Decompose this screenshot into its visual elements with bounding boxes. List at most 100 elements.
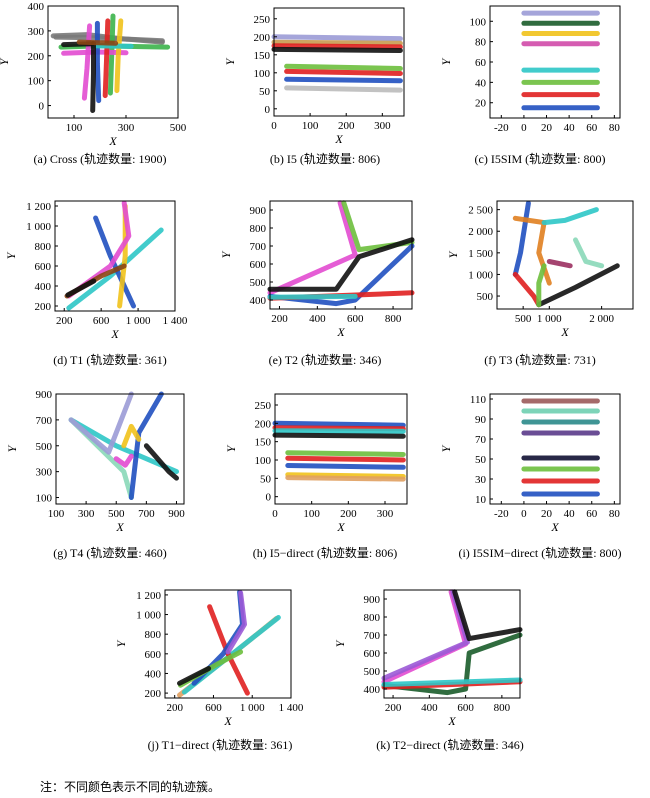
trajectory-k-2-0: [452, 589, 523, 642]
trajectory-a-1-1: [107, 13, 116, 96]
trajectory-b-1-0: [271, 39, 403, 46]
xtick-label-b-0: 0: [271, 120, 277, 132]
trajectory-b-6-0: [284, 76, 403, 84]
chart-k: 200 400 600 800 400 500 600 700 800 900 X Y: [333, 589, 523, 728]
trajectory-g-2-0: [128, 391, 164, 500]
ytick-label-d-3: 800: [35, 241, 52, 253]
ytick-label-f-3: 2 000: [468, 226, 493, 238]
series-d-0: [66, 227, 164, 311]
ytick-label-h-4: 200: [255, 418, 272, 430]
trajectory-a-3-0: [114, 18, 124, 94]
trajectory-a-6-0: [92, 43, 134, 49]
series-b-0: [271, 34, 403, 42]
ytick-label-b-3: 150: [254, 50, 271, 62]
series-b-1: [271, 39, 403, 46]
footnote: 注：不同颜色表示不同的轨迹簇。: [40, 780, 221, 794]
ytick-label-k-1: 500: [364, 666, 381, 678]
chart-h: 0 100 200 300 0 50 100 150 200 250 X Y: [224, 393, 408, 534]
ytick-label-d-0: 200: [35, 301, 52, 313]
trajectory-k-3-0: [381, 632, 523, 696]
panel-g: 100 300 500 700 900 100 300 500 700 900 X Y (g) T4 …: [0, 388, 220, 568]
ytick-label-i-4: 90: [475, 414, 487, 426]
series-j-6: [177, 666, 212, 686]
ytick-label-i-5: 110: [470, 394, 487, 406]
caption-e: (e) T2 (轨迹数量: 346): [268, 353, 382, 367]
ytick-label-f-1: 1 000: [468, 269, 493, 281]
trajectory-f-0-0: [512, 200, 531, 277]
trajectory-k-1-0: [381, 589, 470, 681]
panel-a: 100 300 500 0 100 200 300 400 X Y (a) Cross (轨迹数量…: [0, 0, 200, 175]
trajectory-k-0-0: [381, 589, 469, 685]
trajectory-h-3-0: [272, 432, 406, 439]
series-a-0: [50, 32, 165, 45]
series-b-6: [284, 76, 403, 84]
chart-b: 0 100 200 300 0 50 100 150 200 250 X Y: [223, 7, 405, 146]
series-e-2: [267, 237, 415, 292]
ylabel-g: Y: [5, 444, 19, 452]
series-g-4: [121, 423, 142, 449]
series-g-1: [68, 417, 134, 500]
xlabel-h: X: [336, 520, 345, 534]
plot-frame-j: [164, 589, 292, 699]
series-g-0: [68, 417, 179, 475]
ytick-label-g-4: 900: [36, 389, 53, 401]
series-g-3: [143, 443, 179, 481]
chart-i: -20 0 20 40 60 80 10 30 50 70 90 110 X Y: [439, 393, 621, 534]
xtick-label-g-1: 300: [78, 508, 95, 520]
ytick-label-d-5: 1 200: [26, 201, 51, 213]
ytick-label-j-4: 1 000: [136, 610, 161, 622]
series-h-7: [285, 472, 406, 479]
xtick-label-f-2: 2 000: [589, 313, 614, 325]
xtick-label-b-3: 300: [374, 120, 391, 132]
trajectory-h-4-0: [285, 450, 406, 457]
ytick-label-i-2: 50: [475, 454, 487, 466]
chart-c: -20 0 20 40 60 80 20 40 60 80 100 Y: [439, 5, 621, 134]
xtick-label-c-5: 80: [609, 122, 621, 134]
ytick-label-i-3: 70: [475, 434, 487, 446]
xtick-label-j-1: 600: [205, 702, 222, 714]
xtick-label-j-3: 1 400: [279, 702, 304, 714]
series-e-0: [267, 200, 358, 296]
xtick-label-d-0: 200: [56, 315, 73, 327]
xtick-label-f-1: 1 000: [537, 313, 562, 325]
trajectory-d-1-0: [93, 215, 136, 309]
series-b-7: [284, 85, 403, 93]
xtick-label-b-1: 100: [302, 120, 319, 132]
ytick-label-k-4: 800: [364, 612, 381, 624]
trajectory-f-3-0: [541, 207, 599, 226]
series-a-8: [76, 39, 119, 46]
series-h-4: [285, 450, 406, 457]
caption-h: (h) I5−direct (轨迹数量: 806): [252, 546, 398, 560]
plot-frame-i: [489, 393, 621, 505]
trajectory-e-5-0: [267, 293, 358, 300]
xtick-label-e-2: 600: [347, 313, 364, 325]
series-a-5: [94, 20, 102, 104]
ytick-label-c-2: 60: [475, 57, 487, 69]
trajectory-a-4-0: [102, 18, 111, 99]
ytick-label-h-3: 150: [255, 437, 272, 449]
xlabel-e: X: [336, 325, 345, 339]
series-a-4: [102, 18, 111, 99]
ylabel-k: Y: [333, 639, 347, 647]
series-h-2: [272, 428, 406, 434]
series-h-6: [285, 463, 406, 470]
caption-i: (i) I5SIM−direct (轨迹数量: 800): [458, 546, 622, 560]
xlabel-d: X: [110, 327, 119, 341]
ylabel-a: Y: [0, 57, 11, 65]
trajectory-f-5-0: [536, 263, 547, 308]
ytick-label-k-3: 700: [364, 630, 381, 642]
ytick-label-i-0: 10: [475, 494, 487, 506]
panel-j: 200 600 1 000 1 400 200 400 600 800 1 000 1 200 X Y…: [110, 582, 330, 757]
xtick-label-i-5: 80: [609, 508, 621, 520]
trajectory-h-1-0: [272, 425, 406, 432]
chart-d: 200 600 1 000 1 400 200 400 600 800 1 000 1 200 X Y: [4, 200, 188, 341]
ytick-label-f-4: 2 500: [468, 205, 493, 217]
ytick-label-e-4: 800: [250, 223, 267, 235]
ytick-label-a-0: 0: [39, 101, 45, 113]
xtick-label-k-3: 800: [494, 702, 511, 714]
trajectory-a-0-1: [53, 34, 165, 44]
xtick-label-i-4: 60: [586, 508, 598, 520]
panel-e: 200 400 600 800 400 500 600 700 800 900 X Y (e) T2 …: [219, 195, 430, 380]
ytick-label-a-4: 400: [28, 1, 45, 13]
ytick-label-b-5: 250: [254, 14, 271, 26]
